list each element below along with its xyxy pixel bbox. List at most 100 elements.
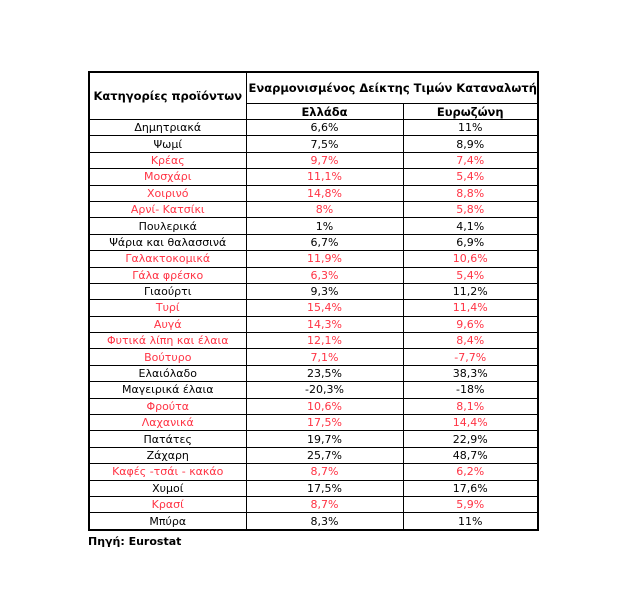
eurozone-value-cell: 11% xyxy=(402,118,539,137)
greece-value-cell: 1% xyxy=(245,217,404,235)
category-cell: Λαχανικά xyxy=(88,414,247,432)
greece-value-cell: 11,9% xyxy=(245,250,404,268)
eurozone-value-cell: 5,4% xyxy=(402,168,539,186)
eurozone-value-cell: -7,7% xyxy=(402,348,539,366)
eurozone-value-cell: 17,6% xyxy=(402,479,539,497)
greece-value-cell: 6,3% xyxy=(245,266,404,284)
category-cell: Ζάχαρη xyxy=(88,446,247,465)
table-row: Λαχανικά 17,5% 14,4% xyxy=(88,414,539,432)
greece-value-cell: 25,7% xyxy=(245,446,404,465)
eurozone-value-cell: 6,9% xyxy=(402,233,539,252)
eurozone-value-cell: 8,1% xyxy=(402,397,539,416)
greece-value-cell: 14,3% xyxy=(245,315,404,334)
eurozone-value-cell: 22,9% xyxy=(402,430,539,448)
table-row: Ψάρια και θαλασσινά 6,7% 6,9% xyxy=(88,233,539,252)
table-row: Τυρί 15,4% 11,4% xyxy=(88,299,539,317)
table-row: Κρέας 9,7% 7,4% xyxy=(88,151,539,170)
eurozone-column-header: Ευρωζώνη xyxy=(402,103,539,120)
category-cell: Γιαούρτι xyxy=(88,282,247,301)
category-cell: Κρέας xyxy=(88,151,247,170)
table-row: Καφές -τσάι - κακάο 8,7% 6,2% xyxy=(88,463,539,481)
eurozone-value-cell: 14,4% xyxy=(402,414,539,432)
greece-value-cell: 12,1% xyxy=(245,332,404,350)
category-cell: Χοιρινό xyxy=(88,184,247,202)
greece-value-cell: 15,4% xyxy=(245,299,404,317)
table-row: Ελαιόλαδο 23,5% 38,3% xyxy=(88,364,539,383)
header-row-group: Κατηγορίες προϊόντων Εναρμονισμένος Δείκ… xyxy=(88,71,539,120)
category-cell: Πουλερικά xyxy=(88,217,247,235)
greece-value-cell: 9,7% xyxy=(245,151,404,170)
table-row: Βούτυρο 7,1% -7,7% xyxy=(88,348,539,366)
category-cell: Τυρί xyxy=(88,299,247,317)
greece-value-cell: 10,6% xyxy=(245,397,404,416)
category-cell: Βούτυρο xyxy=(88,348,247,366)
table-row: Γάλα φρέσκο 6,3% 5,4% xyxy=(88,266,539,284)
eurozone-value-cell: 8,8% xyxy=(402,184,539,202)
hicp-table: Κατηγορίες προϊόντων Εναρμονισμένος Δείκ… xyxy=(88,71,540,531)
category-cell: Γάλα φρέσκο xyxy=(88,266,247,284)
greece-value-cell: 6,7% xyxy=(245,233,404,252)
greece-column-header: Ελλάδα xyxy=(245,103,404,120)
eurozone-value-cell: 7,4% xyxy=(402,151,539,170)
greece-value-cell: 7,5% xyxy=(245,135,404,153)
category-cell: Μαγειρικά έλαια xyxy=(88,381,247,399)
eurozone-value-cell: 9,6% xyxy=(402,315,539,334)
category-cell: Ψάρια και θαλασσινά xyxy=(88,233,247,252)
table-row: Πουλερικά 1% 4,1% xyxy=(88,217,539,235)
eurozone-value-cell: 5,9% xyxy=(402,495,539,514)
category-cell: Ελαιόλαδο xyxy=(88,364,247,383)
table-container: Κατηγορίες προϊόντων Εναρμονισμένος Δείκ… xyxy=(88,71,540,548)
greece-value-cell: 8,7% xyxy=(245,463,404,481)
table-row: Φρούτα 10,6% 8,1% xyxy=(88,397,539,416)
table-row: Μπύρα 8,3% 11% xyxy=(88,512,539,531)
category-cell: Ψωμί xyxy=(88,135,247,153)
eurozone-value-cell: 8,9% xyxy=(402,135,539,153)
eurozone-value-cell: 4,1% xyxy=(402,217,539,235)
eurozone-value-cell: 10,6% xyxy=(402,250,539,268)
eurozone-value-cell: -18% xyxy=(402,381,539,399)
source-note: Πηγή: Eurostat xyxy=(88,534,182,548)
greece-value-cell: 9,3% xyxy=(245,282,404,301)
category-cell: Φρούτα xyxy=(88,397,247,416)
greece-value-cell: 17,5% xyxy=(245,414,404,432)
table-row: Χυμοί 17,5% 17,6% xyxy=(88,479,539,497)
category-cell: Αυγά xyxy=(88,315,247,334)
table-row: Γιαούρτι 9,3% 11,2% xyxy=(88,282,539,301)
greece-value-cell: 23,5% xyxy=(245,364,404,383)
category-cell: Μοσχάρι xyxy=(88,168,247,186)
category-cell: Πατάτες xyxy=(88,430,247,448)
eurozone-value-cell: 11% xyxy=(402,512,539,531)
greece-value-cell: 19,7% xyxy=(245,430,404,448)
greece-value-cell: 14,8% xyxy=(245,184,404,202)
greece-value-cell: 17,5% xyxy=(245,479,404,497)
eurozone-value-cell: 11,4% xyxy=(402,299,539,317)
eurozone-value-cell: 11,2% xyxy=(402,282,539,301)
table-row: Δημητριακά 6,6% 11% xyxy=(88,118,539,137)
eurozone-value-cell: 5,4% xyxy=(402,266,539,284)
table-row: Αρνί- Κατσίκι 8% 5,8% xyxy=(88,200,539,219)
table-row: Ζάχαρη 25,7% 48,7% xyxy=(88,446,539,465)
eurozone-value-cell: 38,3% xyxy=(402,364,539,383)
table-row: Φυτικά λίπη και έλαια 12,1% 8,4% xyxy=(88,332,539,350)
table-row: Χοιρινό 14,8% 8,8% xyxy=(88,184,539,202)
eurozone-value-cell: 8,4% xyxy=(402,332,539,350)
table-header: Κατηγορίες προϊόντων Εναρμονισμένος Δείκ… xyxy=(88,71,539,120)
table-row: Γαλακτοκομικά 11,9% 10,6% xyxy=(88,250,539,268)
table-row: Πατάτες 19,7% 22,9% xyxy=(88,430,539,448)
greece-value-cell: -20,3% xyxy=(245,381,404,399)
table-row: Μαγειρικά έλαια -20,3% -18% xyxy=(88,381,539,399)
category-column-header: Κατηγορίες προϊόντων xyxy=(88,71,247,120)
eurozone-value-cell: 5,8% xyxy=(402,200,539,219)
category-cell: Δημητριακά xyxy=(88,118,247,137)
category-cell: Κρασί xyxy=(88,495,247,514)
table-row: Κρασί 8,7% 5,9% xyxy=(88,495,539,514)
greece-value-cell: 8,3% xyxy=(245,512,404,531)
category-cell: Γαλακτοκομικά xyxy=(88,250,247,268)
category-cell: Μπύρα xyxy=(88,512,247,531)
eurozone-value-cell: 48,7% xyxy=(402,446,539,465)
eurozone-value-cell: 6,2% xyxy=(402,463,539,481)
greece-value-cell: 8% xyxy=(245,200,404,219)
category-cell: Αρνί- Κατσίκι xyxy=(88,200,247,219)
index-group-header: Εναρμονισμένος Δείκτης Τιμών Καταναλωτή xyxy=(245,71,539,104)
